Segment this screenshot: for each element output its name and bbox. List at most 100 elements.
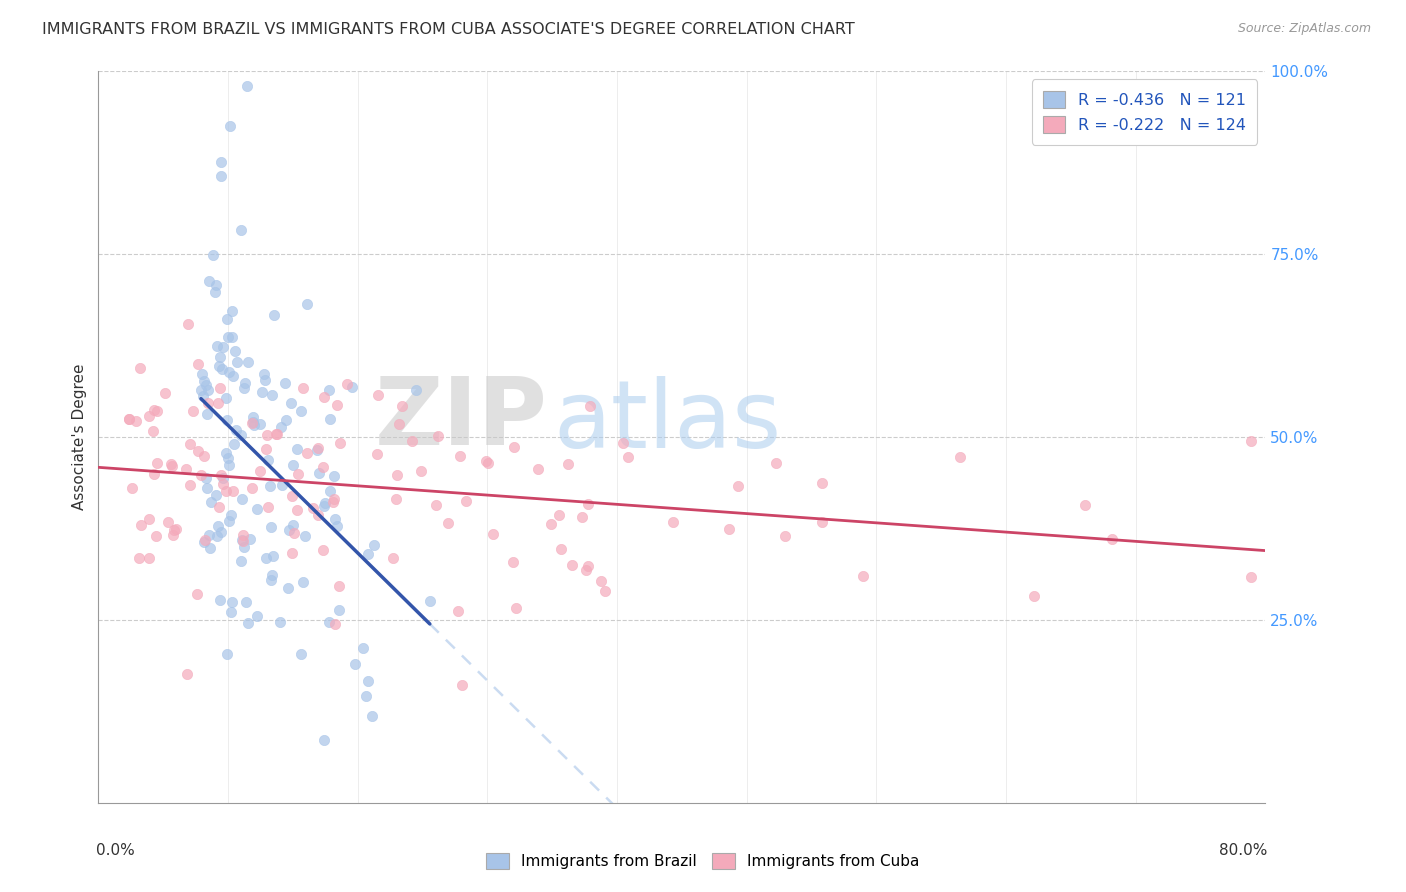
Text: IMMIGRANTS FROM BRAZIL VS IMMIGRANTS FROM CUBA ASSOCIATE'S DEGREE CORRELATION CH: IMMIGRANTS FROM BRAZIL VS IMMIGRANTS FRO… — [42, 22, 855, 37]
Point — [211, 477, 233, 491]
Point — [775, 529, 797, 543]
Legend: R = -0.436   N = 121, R = -0.222   N = 124: R = -0.436 N = 121, R = -0.222 N = 124 — [1032, 79, 1257, 145]
Point — [142, 424, 165, 438]
Point — [215, 312, 238, 326]
Point — [385, 468, 408, 483]
Point — [281, 518, 304, 533]
Point — [343, 657, 366, 671]
Point — [190, 368, 212, 382]
Point — [207, 519, 229, 533]
Point — [352, 641, 374, 656]
Point — [323, 492, 346, 507]
Point — [215, 391, 238, 405]
Point — [240, 482, 263, 496]
Text: 0.0%: 0.0% — [96, 843, 135, 858]
Point — [138, 511, 160, 525]
Point — [215, 413, 238, 427]
Y-axis label: Associate's Degree: Associate's Degree — [72, 364, 87, 510]
Point — [612, 436, 634, 450]
Point — [143, 467, 166, 482]
Point — [207, 339, 229, 353]
Point — [425, 498, 447, 512]
Point — [162, 527, 184, 541]
Point — [571, 509, 593, 524]
Point — [295, 446, 318, 460]
Point — [236, 616, 259, 631]
Point — [290, 403, 312, 417]
Point — [328, 603, 350, 617]
Point — [232, 528, 254, 542]
Point — [235, 595, 257, 609]
Point — [231, 554, 253, 568]
Point — [204, 488, 226, 502]
Point — [256, 428, 278, 442]
Point — [274, 376, 297, 390]
Point — [949, 450, 972, 464]
Point — [226, 354, 249, 368]
Point — [388, 417, 411, 432]
Text: Source: ZipAtlas.com: Source: ZipAtlas.com — [1237, 22, 1371, 36]
Point — [367, 388, 389, 402]
Point — [165, 523, 187, 537]
Point — [204, 285, 226, 300]
Point — [225, 423, 247, 437]
Point — [366, 447, 388, 461]
Point — [1074, 498, 1097, 512]
Point — [176, 667, 198, 681]
Point — [482, 526, 505, 541]
Point — [197, 396, 219, 410]
Point — [540, 516, 562, 531]
Point — [219, 508, 242, 523]
Point — [409, 464, 432, 478]
Point — [215, 446, 238, 460]
Point — [662, 515, 685, 529]
Point — [294, 529, 316, 543]
Point — [262, 549, 284, 563]
Point — [405, 383, 427, 397]
Point — [262, 567, 284, 582]
Point — [190, 384, 212, 398]
Point — [271, 477, 294, 491]
Point — [129, 360, 152, 375]
Point — [259, 479, 281, 493]
Point — [231, 492, 253, 507]
Point — [307, 442, 329, 456]
Point — [208, 500, 231, 514]
Point — [260, 388, 283, 402]
Point — [326, 398, 349, 412]
Point — [190, 467, 212, 482]
Point — [211, 361, 233, 376]
Point — [260, 573, 283, 587]
Point — [217, 450, 239, 465]
Point — [357, 547, 380, 561]
Point — [283, 525, 305, 540]
Point — [160, 458, 183, 472]
Point — [221, 595, 243, 609]
Point — [852, 569, 875, 583]
Point — [218, 458, 240, 472]
Point — [307, 508, 329, 523]
Point — [385, 491, 408, 506]
Point — [222, 368, 245, 383]
Point — [246, 502, 269, 516]
Point — [454, 493, 477, 508]
Point — [229, 223, 252, 237]
Point — [593, 583, 616, 598]
Point — [449, 449, 471, 463]
Point — [209, 169, 232, 183]
Point — [163, 523, 186, 537]
Point — [266, 427, 288, 442]
Point — [209, 593, 232, 607]
Point — [717, 522, 740, 536]
Point — [256, 452, 278, 467]
Point — [254, 442, 277, 456]
Point — [502, 440, 524, 454]
Text: atlas: atlas — [554, 376, 782, 468]
Point — [1240, 570, 1263, 584]
Point — [221, 304, 243, 318]
Point — [382, 551, 405, 566]
Point — [118, 412, 141, 426]
Point — [266, 426, 288, 441]
Point — [280, 396, 302, 410]
Point — [128, 551, 150, 566]
